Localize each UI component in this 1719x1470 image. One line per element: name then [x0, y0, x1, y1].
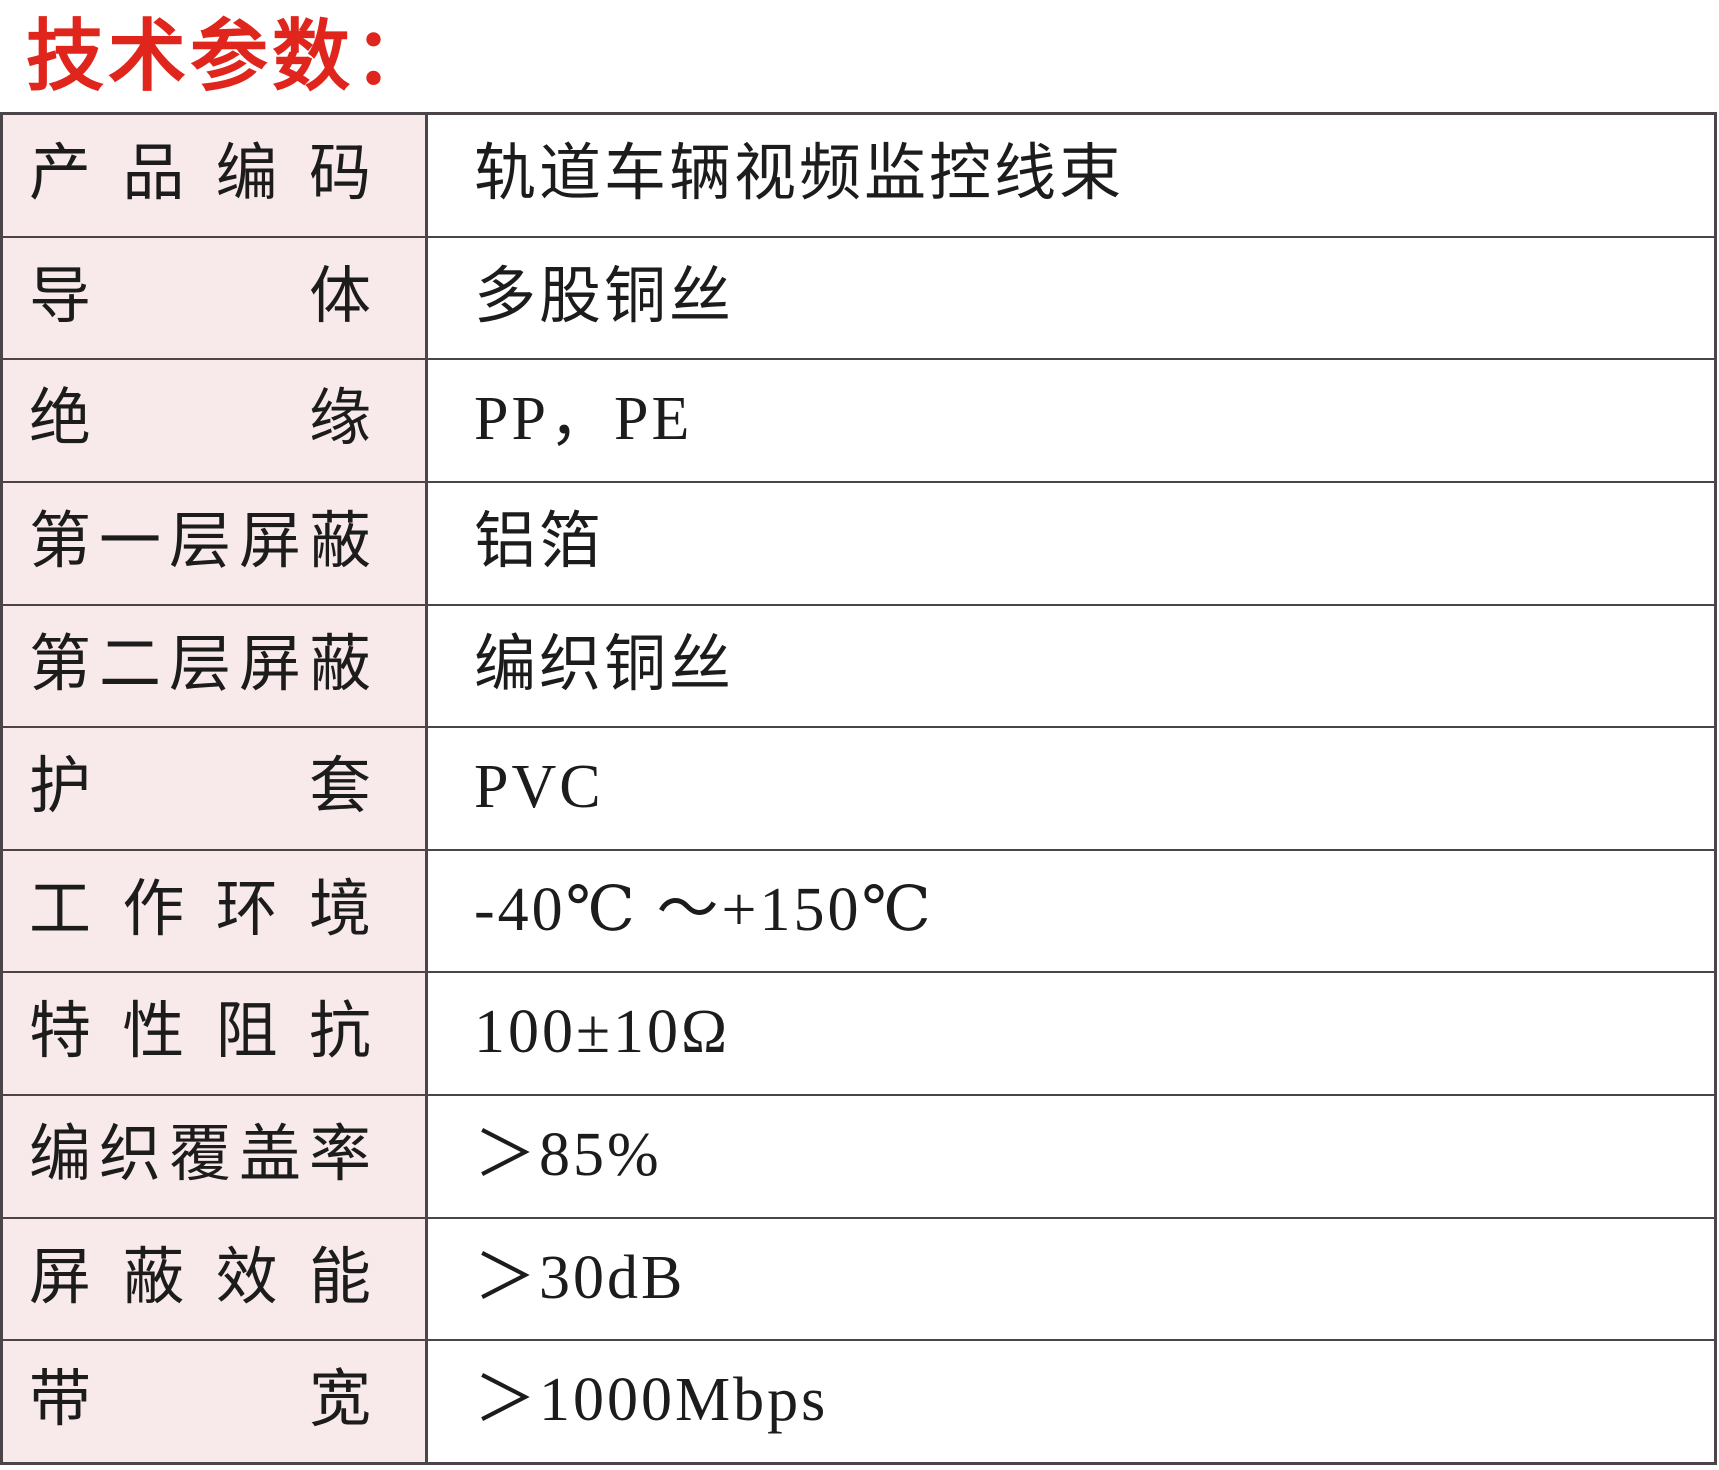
spec-label: 编织覆盖率 [3, 1096, 428, 1217]
spec-label: 工作环境 [3, 850, 428, 972]
table-row: 第二层屏蔽 编织铜丝 [3, 603, 1714, 727]
spec-value: 轨道车辆视频监控线束 [428, 115, 1714, 236]
table-row: 工作环境 -40℃ ～+150℃ [3, 848, 1714, 972]
table-row: 绝缘 PP，PE [3, 358, 1714, 481]
table-row: 屏蔽效能 ＞30dB [3, 1216, 1714, 1340]
spec-label: 屏蔽效能 [3, 1218, 428, 1340]
table-row: 第一层屏蔽 铝箔 [3, 480, 1714, 604]
spec-label: 产品编码 [3, 115, 428, 236]
page-title: 技术参数： [26, 13, 437, 100]
spec-value: ＞85% [428, 1096, 1714, 1217]
spec-label: 绝缘 [3, 360, 428, 481]
table-row: 特性阻抗 100±10Ω [3, 971, 1714, 1095]
spec-value: ＞1000Mbps [428, 1341, 1714, 1463]
table-row: 导体 多股铜丝 [3, 235, 1714, 359]
spec-value: -40℃ ～+150℃ [428, 850, 1714, 972]
table-row: 产品编码 轨道车辆视频监控线束 [3, 115, 1714, 236]
spec-table: 产品编码 轨道车辆视频监控线束 导体 多股铜丝 绝缘 PP，PE 第一层屏蔽 铝… [0, 112, 1717, 1465]
spec-value: 编织铜丝 [428, 605, 1714, 727]
table-row: 护套 PVC [3, 726, 1714, 849]
spec-label: 护套 [3, 728, 428, 849]
spec-value: 铝箔 [428, 482, 1714, 604]
spec-label: 导体 [3, 237, 428, 359]
spec-value: PVC [428, 728, 1714, 849]
spec-label: 第二层屏蔽 [3, 605, 428, 727]
spec-value: 100±10Ω [428, 973, 1714, 1095]
spec-value: ＞30dB [428, 1218, 1714, 1340]
spec-label: 特性阻抗 [3, 973, 428, 1095]
spec-value: PP，PE [428, 360, 1714, 481]
spec-label: 带宽 [3, 1341, 428, 1463]
table-row: 编织覆盖率 ＞85% [3, 1094, 1714, 1217]
spec-value: 多股铜丝 [428, 237, 1714, 359]
table-row: 带宽 ＞1000Mbps [3, 1339, 1714, 1463]
spec-label: 第一层屏蔽 [3, 482, 428, 604]
